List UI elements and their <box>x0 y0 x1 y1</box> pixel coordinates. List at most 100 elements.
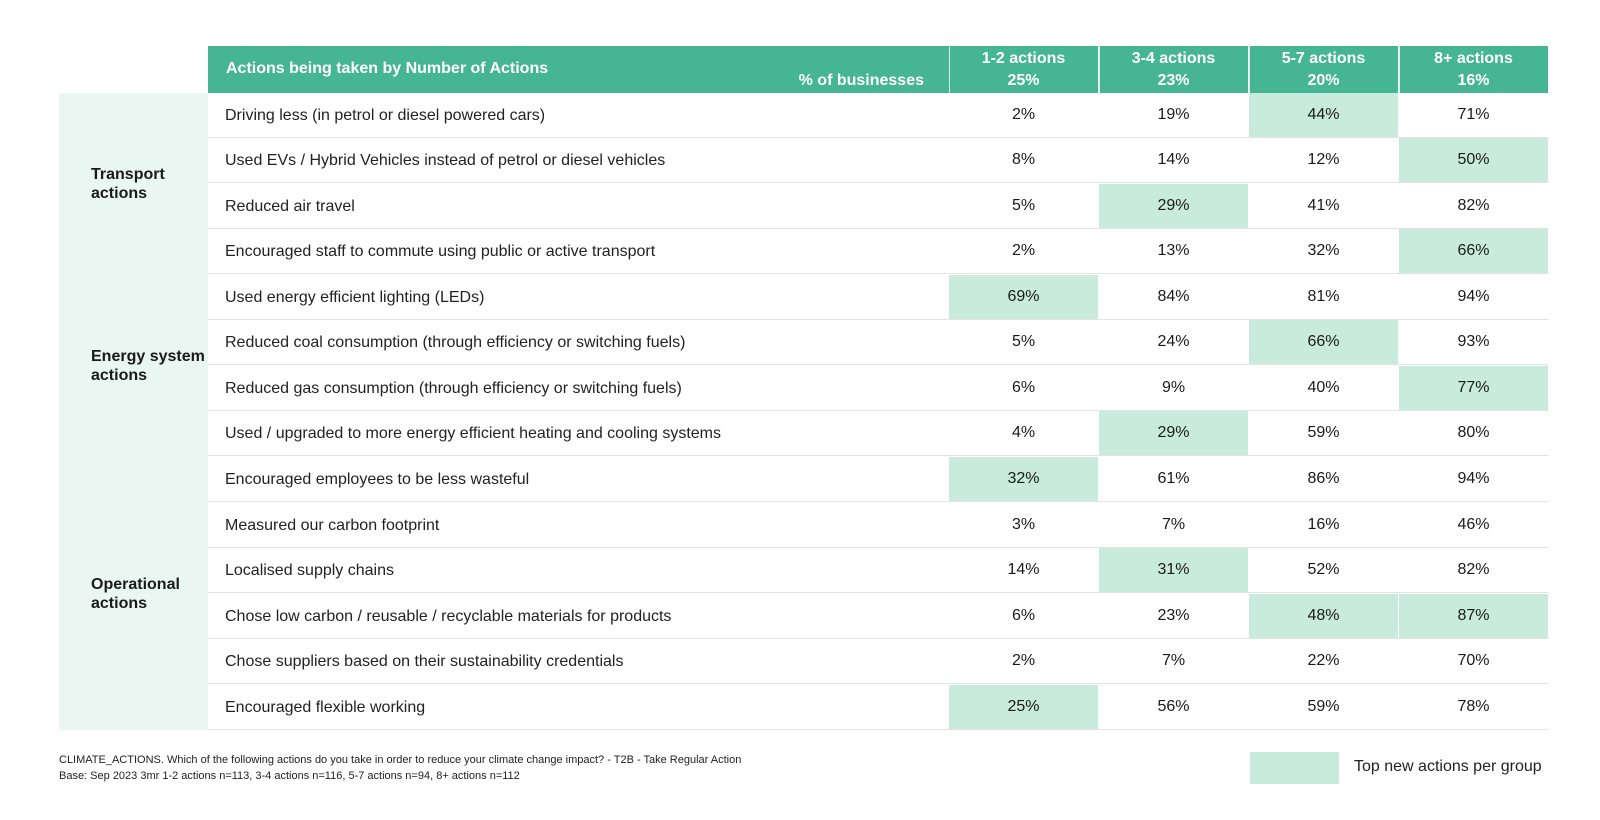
row-label: Reduced coal consumption (through effici… <box>225 334 686 351</box>
table-row: Encouraged staff to commute using public… <box>208 229 1549 274</box>
table-cell: 24% <box>1157 333 1190 350</box>
row-divider <box>208 501 1549 502</box>
row-label: Encouraged staff to commute using public… <box>225 243 656 260</box>
column-base: 20% <box>1307 72 1340 89</box>
table-cell: 69% <box>949 275 1098 319</box>
table-cell: 3% <box>1011 516 1036 533</box>
row-label: Reduced air travel <box>225 198 355 215</box>
table-cell: 81% <box>1307 288 1340 305</box>
header-divider <box>1399 46 1400 93</box>
row-label: Used / upgraded to more energy efficient… <box>225 425 721 442</box>
column-label: 5-7 actions <box>1281 50 1366 67</box>
table-cell: 32% <box>1307 242 1340 259</box>
table-cell: 31% <box>1099 548 1248 592</box>
table-cell: 59% <box>1307 698 1340 715</box>
table-row: Used EVs / Hybrid Vehicles instead of pe… <box>208 138 1549 183</box>
footnote-question: CLIMATE_ACTIONS. Which of the following … <box>59 754 742 766</box>
row-divider <box>208 273 1549 274</box>
table-row: Chose suppliers based on their sustainab… <box>208 639 1549 684</box>
row-label: Encouraged employees to be less wasteful <box>225 471 530 488</box>
table-row: Encouraged flexible working 25% 56% 59% 78% <box>208 685 1549 730</box>
table-cell: 23% <box>1157 607 1190 624</box>
header-divider <box>1249 46 1250 93</box>
table-cell: 52% <box>1307 561 1340 578</box>
table-cell: 59% <box>1307 424 1340 441</box>
row-divider <box>208 137 1549 138</box>
row-label: Localised supply chains <box>225 562 394 579</box>
table-cell: 5% <box>1011 333 1036 350</box>
legend-swatch <box>1250 752 1339 784</box>
row-divider <box>208 319 1549 320</box>
table-cell: 61% <box>1157 470 1190 487</box>
row-divider <box>208 228 1549 229</box>
row-divider <box>208 182 1549 183</box>
table-cell: 71% <box>1457 106 1490 123</box>
table-row: Measured our carbon footprint 3% 7% 16% 46% <box>208 503 1549 548</box>
table-header: Actions being taken by Number of Actions… <box>208 46 949 93</box>
row-label: Encouraged flexible working <box>225 699 426 716</box>
row-label: Chose suppliers based on their sustainab… <box>225 653 624 670</box>
table-cell: 66% <box>1399 229 1548 273</box>
table-cell: 16% <box>1307 516 1340 533</box>
table-cell: 86% <box>1307 470 1340 487</box>
row-divider <box>208 729 1549 730</box>
table-row: Used energy efficient lighting (LEDs) 69%… <box>208 275 1549 320</box>
table-cell: 56% <box>1157 698 1190 715</box>
group-operational: Operational actions <box>59 457 208 730</box>
table-cell: 7% <box>1161 516 1186 533</box>
table-row: Localised supply chains 14% 31% 52% 82% <box>208 548 1549 593</box>
row-label: Driving less (in petrol or diesel powere… <box>225 107 546 124</box>
column-label: 3-4 actions <box>1131 50 1216 67</box>
header-divider <box>949 46 950 93</box>
table-cell: 94% <box>1457 288 1490 305</box>
row-divider <box>208 683 1549 684</box>
row-divider <box>208 592 1549 593</box>
row-label: Chose low carbon / reusable / recyclable… <box>225 608 672 625</box>
group-label: Transport <box>91 166 165 183</box>
table-cell: 44% <box>1249 93 1398 137</box>
column-base: 25% <box>1007 72 1040 89</box>
header-divider <box>1099 46 1100 93</box>
row-label: Measured our carbon footprint <box>225 517 440 534</box>
table-cell: 84% <box>1157 288 1190 305</box>
table-cell: 87% <box>1399 594 1548 638</box>
table-cell: 93% <box>1457 333 1490 350</box>
table-cell: 82% <box>1457 197 1490 214</box>
table-cell: 29% <box>1099 411 1248 455</box>
table-cell: 40% <box>1307 379 1340 396</box>
row-label: Used EVs / Hybrid Vehicles instead of pe… <box>225 152 666 169</box>
table-cell: 29% <box>1099 184 1248 228</box>
table-row: Chose low carbon / reusable / recyclable… <box>208 594 1549 639</box>
table-cell: 22% <box>1307 652 1340 669</box>
column-label: 8+ actions <box>1434 50 1513 67</box>
column-header-5-7-actions: 5-7 actions 20% <box>1249 46 1398 93</box>
footnote-base: Base: Sep 2023 3mr 1-2 actions n=113, 3-… <box>59 770 520 782</box>
table-cell: 4% <box>1011 424 1036 441</box>
table-cell: 2% <box>1011 652 1036 669</box>
table-row: Driving less (in petrol or diesel powere… <box>208 93 1549 138</box>
group-label: actions <box>91 185 148 202</box>
column-header-8plus-actions: 8+ actions 16% <box>1399 46 1548 93</box>
table-row: Encouraged employees to be less wasteful… <box>208 457 1549 502</box>
group-label: Energy system <box>91 348 205 365</box>
table-subtitle: % of businesses <box>798 72 924 89</box>
table-cell: 82% <box>1457 561 1490 578</box>
table-cell: 12% <box>1307 151 1340 168</box>
table-row: Reduced coal consumption (through effici… <box>208 320 1549 365</box>
table-cell: 77% <box>1399 366 1548 410</box>
column-base: 16% <box>1457 72 1490 89</box>
table-cell: 2% <box>1011 106 1036 123</box>
row-divider <box>208 455 1549 456</box>
table-cell: 50% <box>1399 138 1548 182</box>
table-cell: 70% <box>1457 652 1490 669</box>
table-cell: 7% <box>1161 652 1186 669</box>
table-cell: 6% <box>1011 607 1036 624</box>
column-base: 23% <box>1157 72 1190 89</box>
table-cell: 46% <box>1457 516 1490 533</box>
row-divider <box>208 410 1549 411</box>
group-energy-system: Energy system actions <box>59 275 208 457</box>
table-row: Reduced gas consumption (through efficie… <box>208 366 1549 411</box>
legend-label: Top new actions per group <box>1354 758 1542 775</box>
column-header-3-4-actions: 3-4 actions 23% <box>1099 46 1248 93</box>
column-label: 1-2 actions <box>981 50 1066 67</box>
